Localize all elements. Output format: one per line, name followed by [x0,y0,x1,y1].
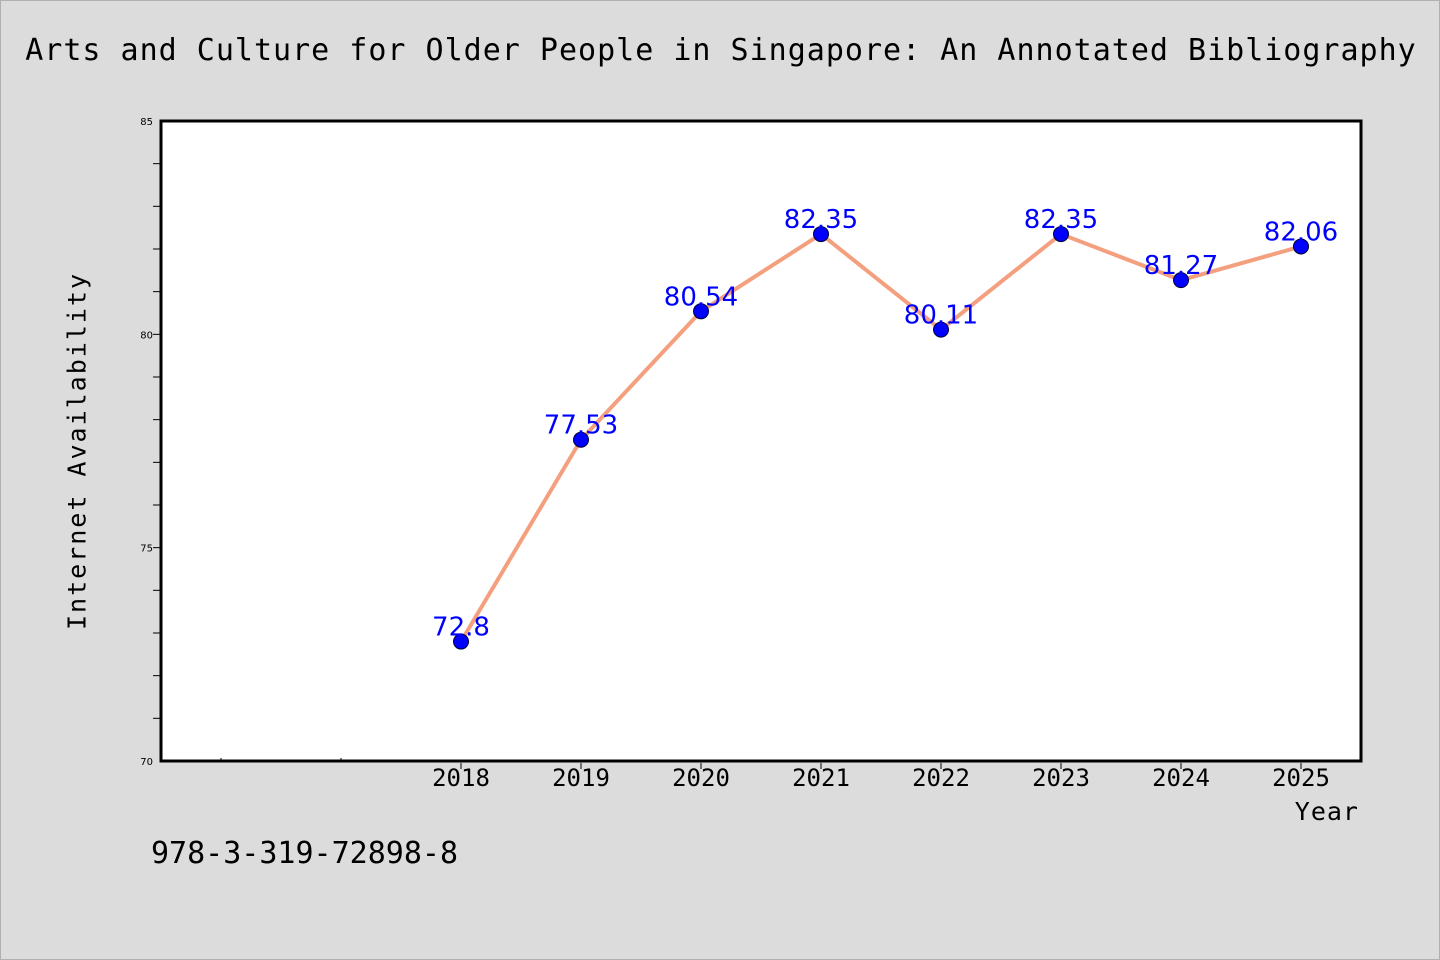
x-tick-label: 2018 [432,764,490,792]
series-line [459,232,1302,643]
y-tick-label: 70 [140,757,153,768]
data-label: 77.53 [544,411,618,441]
data-label: 82.35 [784,205,858,235]
isbn-text: 978-3-319-72898-8 [151,836,459,871]
data-point [813,226,829,243]
data-point [453,633,469,650]
data-label: 80.11 [904,301,978,331]
data-point [1173,272,1189,289]
x-tick-label: 2020 [672,764,730,792]
data-label-layer: 72.8 77.53 80.54 82.35 80.11 82.35 81.27 82.06 [432,205,1338,642]
x-axis-label: Year [1294,797,1359,826]
x-tick-label: 2023 [1032,764,1090,792]
plot-area [159,119,1363,763]
data-label: 80.54 [664,282,738,312]
data-point [693,303,709,320]
x-tick-label: 2022 [912,764,970,792]
x-tick-label: 2025 [1272,764,1330,792]
data-point [573,431,589,448]
data-point [1053,226,1069,243]
axis-ticks: 70 75 80 85 2018 2019 2020 2021 2022 2023 2024 2025 [140,117,1330,792]
data-point [1293,238,1309,255]
data-label: 72.8 [432,613,490,643]
data-label: 81.27 [1144,251,1218,281]
y-tick-label: 85 [140,117,153,128]
chart-title: Arts and Culture for Older People in Sin… [25,33,1417,68]
y-tick-label: 75 [140,544,153,555]
series-line-layer [459,232,1302,643]
data-point [933,321,949,338]
data-label: 82.06 [1264,217,1338,247]
y-tick-label: 80 [140,330,153,341]
x-tick-label: 2021 [792,764,850,792]
x-tick-label: 2019 [552,764,610,792]
data-label: 82.35 [1024,205,1098,235]
x-tick-label: 2024 [1152,764,1210,792]
series-marker-layer [453,226,1309,650]
